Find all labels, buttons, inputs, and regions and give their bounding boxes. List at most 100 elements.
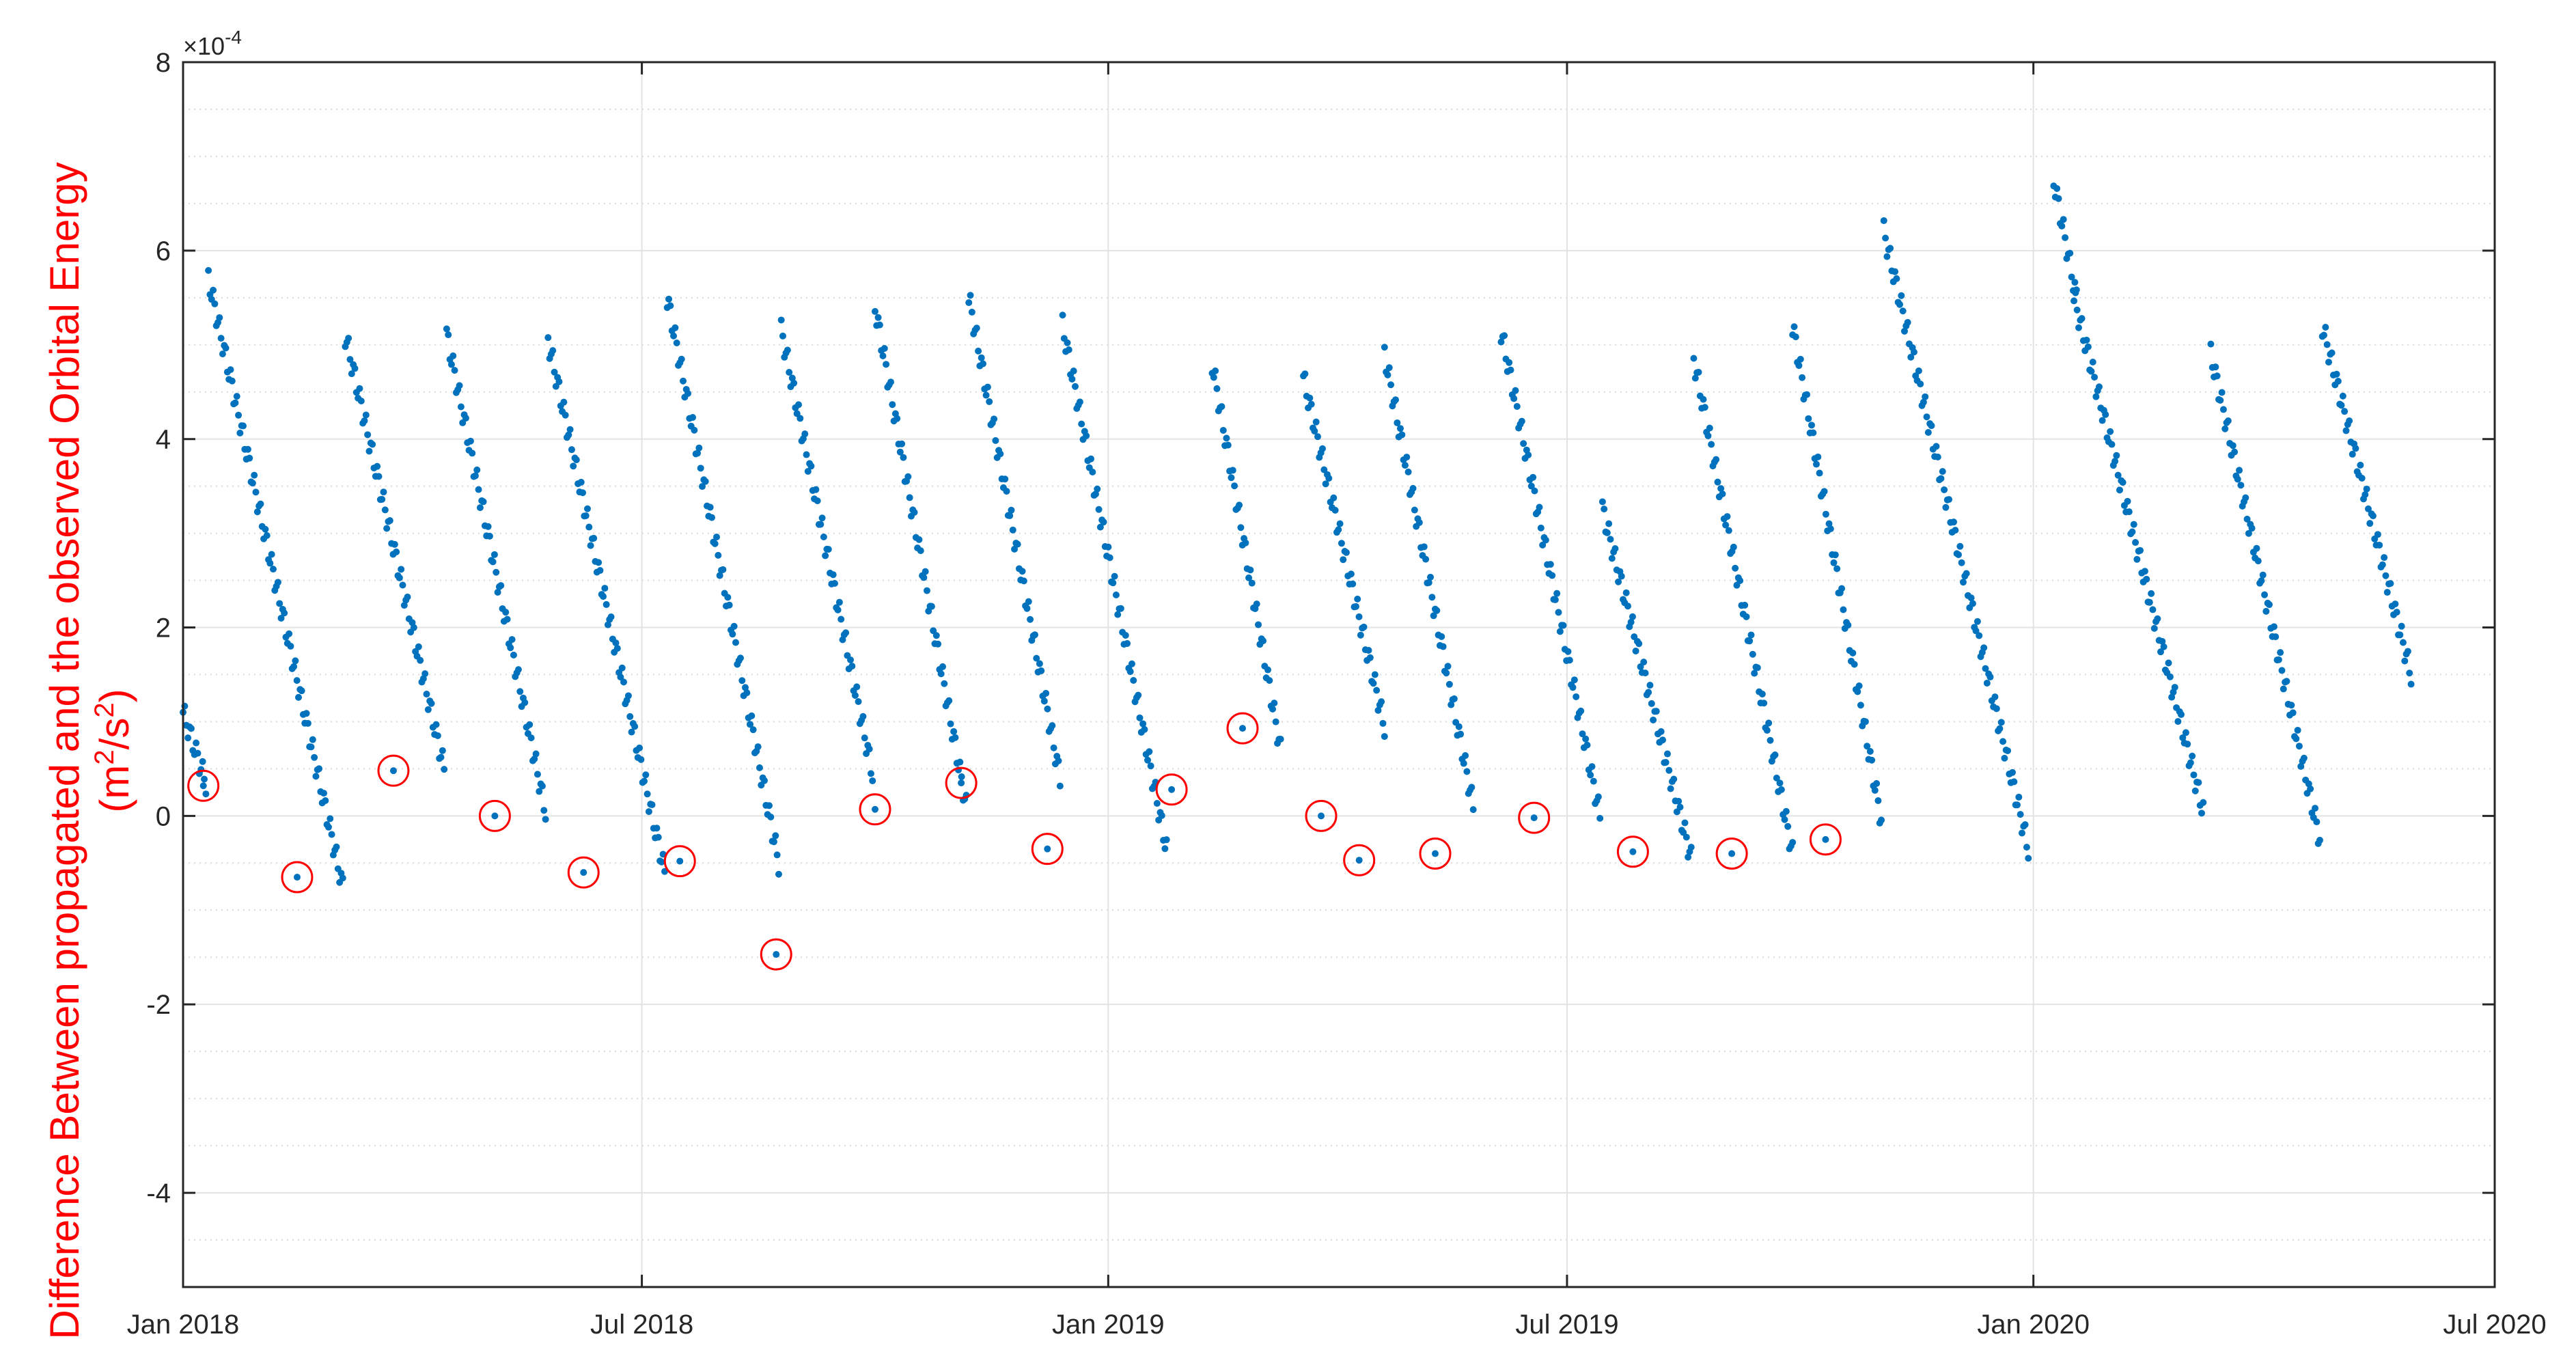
data-point xyxy=(801,430,809,438)
data-point xyxy=(2171,684,2178,691)
data-point xyxy=(1805,415,1812,422)
y-unit-sup2: 2 xyxy=(89,702,120,717)
data-point xyxy=(1401,462,1409,469)
data-point xyxy=(2073,306,2081,314)
data-point xyxy=(1378,698,1385,706)
data-point xyxy=(617,674,624,681)
data-point xyxy=(1830,559,1838,566)
data-point xyxy=(222,344,230,352)
data-point xyxy=(1318,445,1326,452)
data-point xyxy=(1717,485,1725,493)
data-point xyxy=(236,429,244,437)
data-point xyxy=(1763,727,1771,734)
data-point xyxy=(795,401,803,409)
circled-data-point xyxy=(1355,857,1363,864)
data-point xyxy=(2278,667,2286,674)
data-point xyxy=(684,389,692,397)
data-point xyxy=(1042,689,1050,697)
data-point xyxy=(451,367,458,374)
data-point xyxy=(1704,432,1712,439)
data-point xyxy=(643,790,651,798)
data-point xyxy=(1006,512,1014,519)
data-point xyxy=(1732,564,1739,572)
data-point xyxy=(915,536,923,543)
data-point xyxy=(2258,577,2265,585)
data-point xyxy=(1590,777,1597,785)
data-point xyxy=(665,295,673,303)
data-point xyxy=(2092,393,2100,400)
data-point xyxy=(1130,676,1137,684)
circled-data-point xyxy=(580,869,587,876)
data-point xyxy=(1691,374,1699,382)
data-point xyxy=(494,589,501,596)
data-point xyxy=(2132,539,2139,547)
data-point xyxy=(1640,659,1648,666)
data-point xyxy=(1920,398,1927,406)
data-point xyxy=(2338,402,2345,409)
data-point xyxy=(2078,315,2086,322)
data-point xyxy=(1924,429,1932,437)
data-point xyxy=(424,706,432,713)
data-point xyxy=(1777,786,1785,793)
data-point xyxy=(274,579,281,586)
data-point xyxy=(730,622,738,630)
data-point xyxy=(398,566,405,573)
data-point xyxy=(790,379,798,387)
data-point xyxy=(670,332,678,340)
data-point xyxy=(956,758,964,766)
data-point xyxy=(939,663,947,670)
data-point xyxy=(2341,408,2349,415)
data-point xyxy=(244,445,251,453)
data-point xyxy=(1958,559,1965,566)
highlight-circles xyxy=(187,712,1842,971)
data-point xyxy=(1624,603,1631,610)
data-point xyxy=(842,629,850,637)
data-point xyxy=(1547,561,1554,568)
y-exponent-label: ×10-4 xyxy=(183,27,242,60)
data-point xyxy=(1713,456,1720,463)
data-point xyxy=(514,666,522,674)
data-point xyxy=(1608,555,1616,562)
data-point xyxy=(1094,485,1101,493)
data-point xyxy=(490,551,498,558)
data-point xyxy=(339,874,346,882)
data-point xyxy=(1122,632,1129,639)
data-point xyxy=(2068,273,2075,281)
data-point xyxy=(923,587,930,594)
data-point xyxy=(1050,744,1057,751)
data-point xyxy=(1266,677,1273,684)
data-point xyxy=(1415,518,1423,526)
data-point xyxy=(1765,719,1773,727)
data-point xyxy=(1555,609,1562,616)
y-unit-sup1: 2 xyxy=(89,749,120,764)
data-point xyxy=(510,651,517,659)
data-point xyxy=(469,450,476,457)
data-point xyxy=(1146,748,1153,756)
data-point xyxy=(216,314,223,321)
data-point xyxy=(1218,403,1225,411)
data-point xyxy=(1124,639,1131,647)
data-point xyxy=(1861,718,1869,725)
data-point xyxy=(2283,678,2290,685)
data-point xyxy=(249,480,256,487)
data-point xyxy=(1106,554,1113,562)
circled-data-point xyxy=(1044,845,1051,853)
data-point xyxy=(1551,596,1559,603)
data-point xyxy=(1525,451,1532,458)
data-point xyxy=(1700,396,1707,403)
data-point xyxy=(607,613,615,620)
data-point xyxy=(1982,665,1989,672)
data-point xyxy=(1229,467,1236,474)
data-point xyxy=(2015,793,2023,801)
plot-background xyxy=(183,62,2495,1287)
data-point xyxy=(2017,811,2024,818)
data-point xyxy=(292,657,299,665)
data-point xyxy=(1527,482,1535,490)
data-point xyxy=(654,833,662,841)
data-point xyxy=(1959,579,1967,586)
data-point xyxy=(565,431,572,439)
data-point xyxy=(432,721,440,728)
data-point xyxy=(1322,480,1329,488)
data-point xyxy=(1114,611,1122,618)
data-point xyxy=(467,437,474,445)
